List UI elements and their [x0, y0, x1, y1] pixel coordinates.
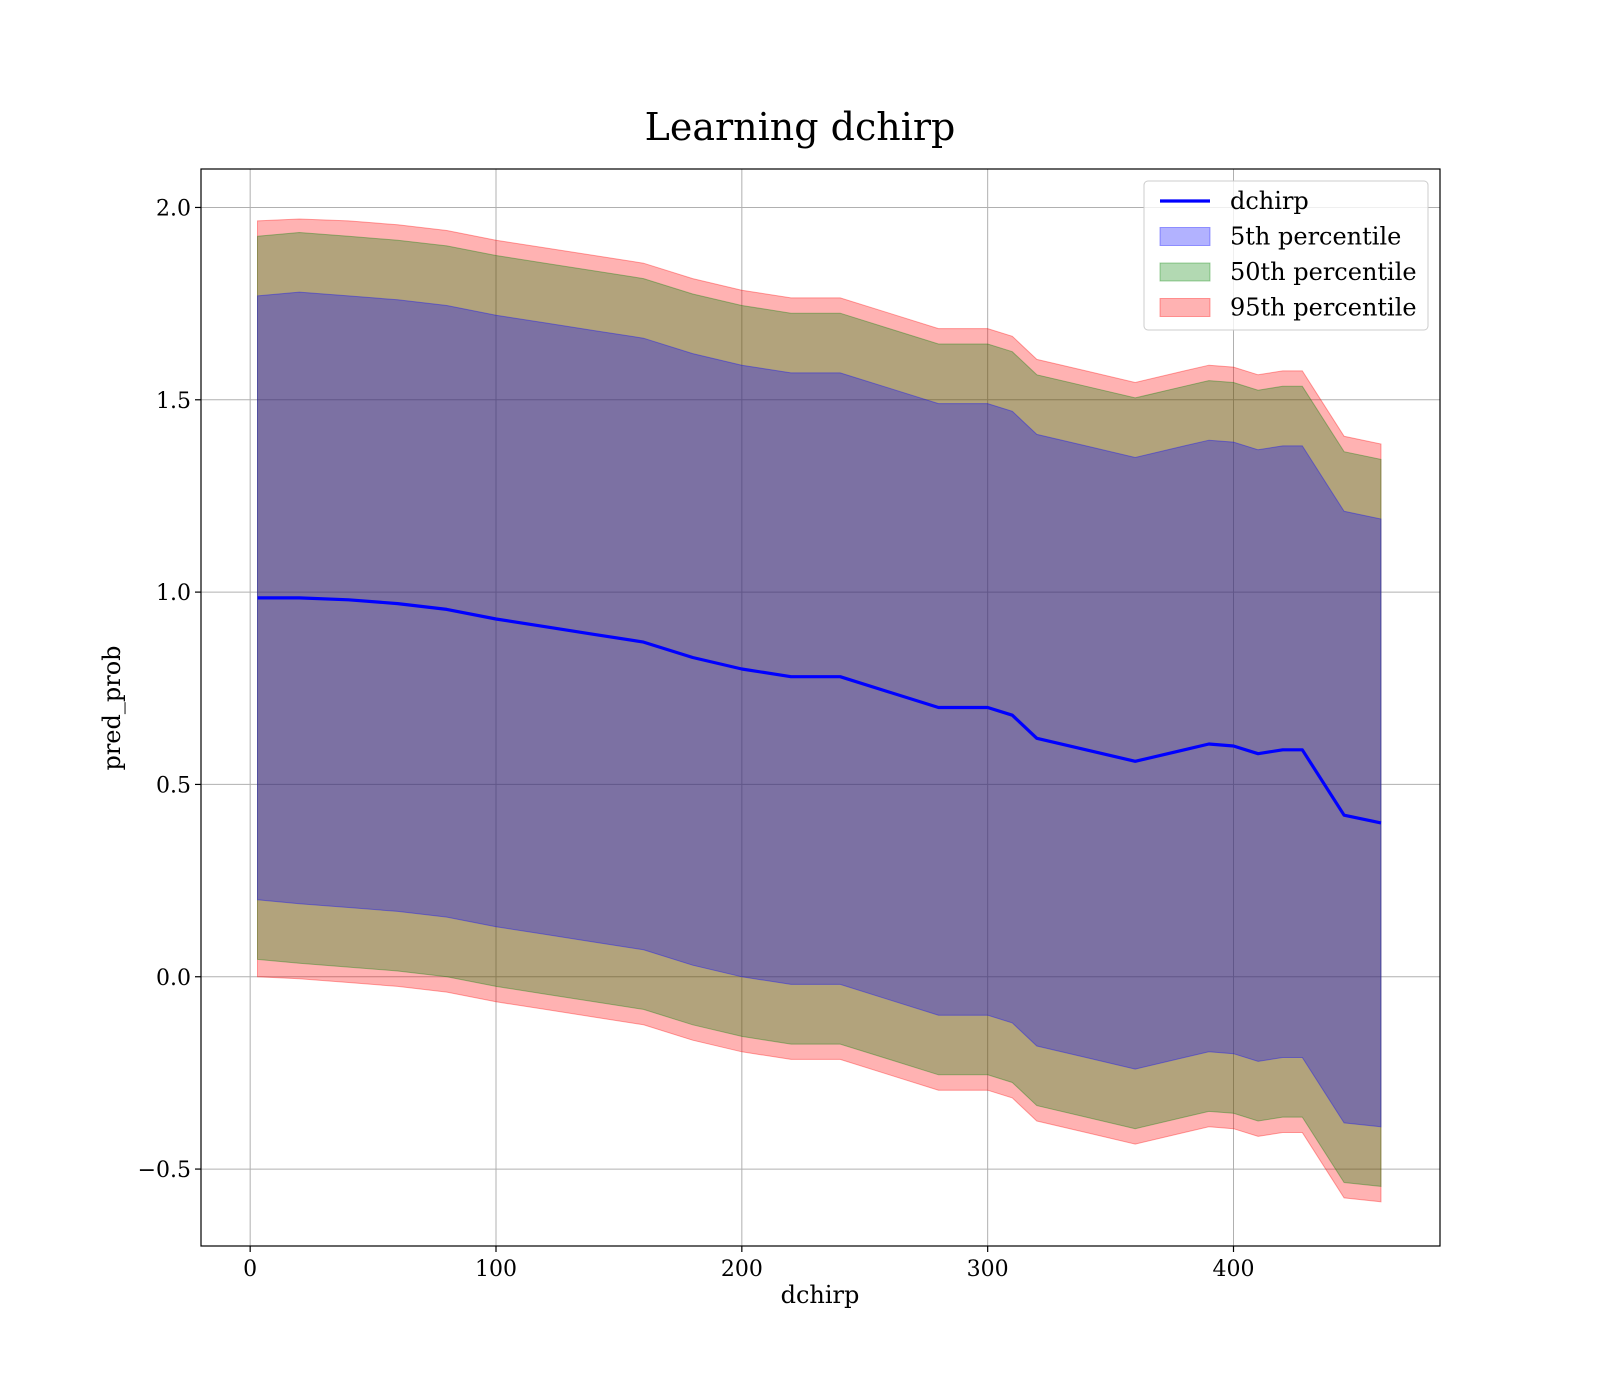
- x-axis-label: dchirp: [781, 1281, 860, 1309]
- legend: dchirp 5th percentile 50th percentile 95th …: [1143, 180, 1429, 331]
- legend-swatch-5th-percentile: [1159, 227, 1211, 246]
- x-tick-label-4: 400: [1213, 1257, 1255, 1282]
- band-50th-percentile: [257, 231, 1382, 1187]
- band-5th-percentile: [257, 291, 1382, 1128]
- chart-title: Learning dchirp: [645, 105, 956, 149]
- x-tick-label-1: 100: [475, 1257, 517, 1282]
- legend-label-dchirp: dchirp: [1230, 187, 1309, 215]
- y-tick-label-0: −0.5: [138, 1158, 191, 1183]
- y-axis: −0.5 0.0 0.5 1.0 1.5 2.0: [138, 196, 201, 1183]
- y-axis-label: pred_prob: [98, 645, 126, 770]
- x-tick-label-3: 300: [967, 1257, 1009, 1282]
- line-layer: [257, 596, 1382, 825]
- y-tick-label-3: 1.0: [156, 581, 191, 606]
- y-tick-label-5: 2.0: [156, 196, 191, 221]
- x-tick-label-2: 200: [721, 1257, 763, 1282]
- legend-swatch-95th-percentile: [1159, 298, 1211, 317]
- legend-label-5th-percentile: 5th percentile: [1230, 223, 1401, 251]
- y-tick-label-4: 1.5: [156, 389, 191, 414]
- x-axis: 0 100 200 300 400: [243, 1246, 1255, 1282]
- legend-box: [1143, 180, 1429, 331]
- band-95th-percentile: [257, 218, 1382, 1203]
- legend-swatch-50th-percentile: [1159, 262, 1211, 282]
- legend-label-50th-percentile: 50th percentile: [1230, 258, 1417, 286]
- series-line-dchirp: [257, 596, 1382, 825]
- legend-label-95th-percentile: 95th percentile: [1230, 294, 1417, 322]
- y-tick-label-2: 0.5: [156, 773, 191, 798]
- x-tick-label-0: 0: [243, 1257, 257, 1282]
- y-tick-label-1: 0.0: [156, 966, 191, 991]
- plot-frame: [200, 168, 1441, 1247]
- percentile-bands: [257, 218, 1382, 1203]
